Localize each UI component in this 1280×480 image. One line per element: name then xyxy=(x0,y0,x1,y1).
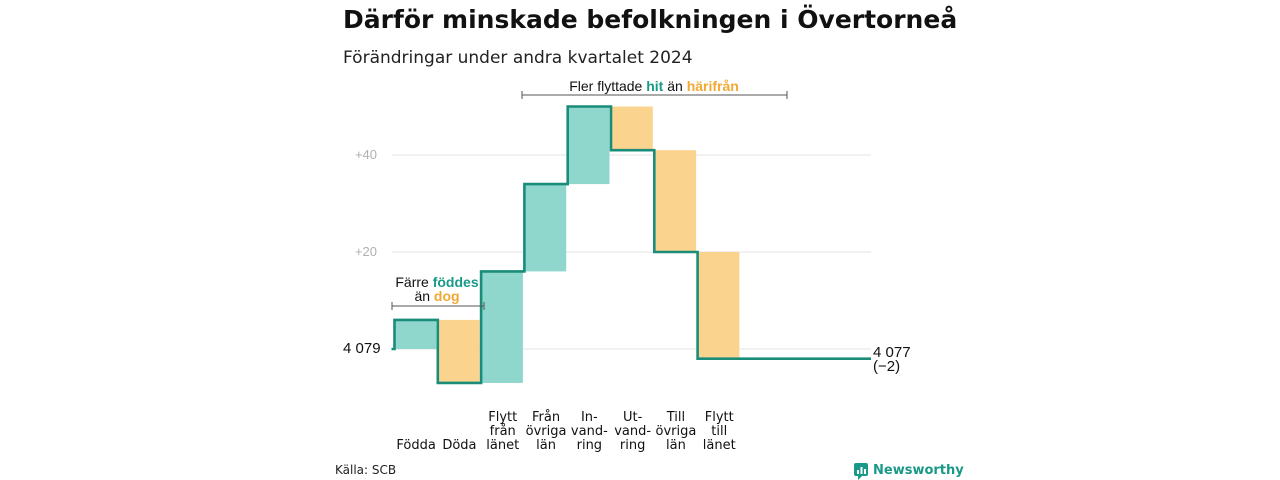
waterfall-bar xyxy=(524,184,567,272)
waterfall-bar xyxy=(394,319,437,349)
category-label: övriga xyxy=(656,424,697,439)
source-label: Källa: SCB xyxy=(335,463,396,477)
category-label: Ut- xyxy=(623,410,643,425)
annotation-top-text: Fler flyttade hit än härifrån xyxy=(569,78,739,94)
waterfall-bar xyxy=(611,106,653,151)
category-label: övriga xyxy=(526,424,567,439)
category-label: från xyxy=(490,424,516,439)
category-label: Från xyxy=(532,410,560,425)
category-label: vand- xyxy=(571,424,608,439)
end-value-label: 4 077 xyxy=(873,344,911,361)
category-label: Till xyxy=(666,410,685,425)
waterfall-bar xyxy=(697,252,740,359)
gridlines: +20 +40 xyxy=(355,147,871,350)
brand-logo: Newsworthy xyxy=(854,463,964,480)
step-line-group xyxy=(391,105,871,385)
start-value-label: 4 079 xyxy=(343,340,381,357)
chart-logo-icon xyxy=(854,463,868,480)
annotation-line1: Färre föddes xyxy=(395,274,478,290)
category-label: ring xyxy=(620,438,645,453)
brand-name: Newsworthy xyxy=(873,463,964,478)
category-label: länet xyxy=(486,438,519,453)
category-label: ring xyxy=(577,438,602,453)
chart-title: Därför minskade befolkningen i Övertorne… xyxy=(343,4,957,34)
y-tick-label: +20 xyxy=(355,244,377,259)
category-label: Döda xyxy=(442,438,476,453)
bars-group xyxy=(394,106,740,383)
category-label: Flytt xyxy=(488,410,517,425)
waterfall-bar xyxy=(481,271,523,383)
annotation-line2: än dog xyxy=(414,288,459,304)
category-label: Flytt xyxy=(705,410,734,425)
category-label: In- xyxy=(581,410,598,425)
category-label: vand- xyxy=(614,424,651,439)
chart-subtitle: Förändringar under andra kvartalet 2024 xyxy=(343,48,693,68)
category-labels: Födda DödaFlyttfrånlänetFrånövrigalänIn-v… xyxy=(396,410,735,453)
category-label: län xyxy=(536,438,556,453)
category-label: Födda xyxy=(396,438,435,453)
annotation-born-died: Färre föddes än dog xyxy=(391,274,485,310)
waterfall-bar xyxy=(654,150,697,252)
category-label: till xyxy=(711,424,727,439)
waterfall-bar xyxy=(567,106,610,185)
annotation-moved-in-out: Fler flyttade hit än härifrån xyxy=(521,78,788,99)
end-change-label: (−2) xyxy=(873,358,900,375)
category-label: länet xyxy=(703,438,736,453)
cumulative-step-line xyxy=(391,105,871,385)
waterfall-bar xyxy=(437,319,480,383)
y-tick-label: +40 xyxy=(355,147,377,162)
category-label: län xyxy=(666,438,686,453)
